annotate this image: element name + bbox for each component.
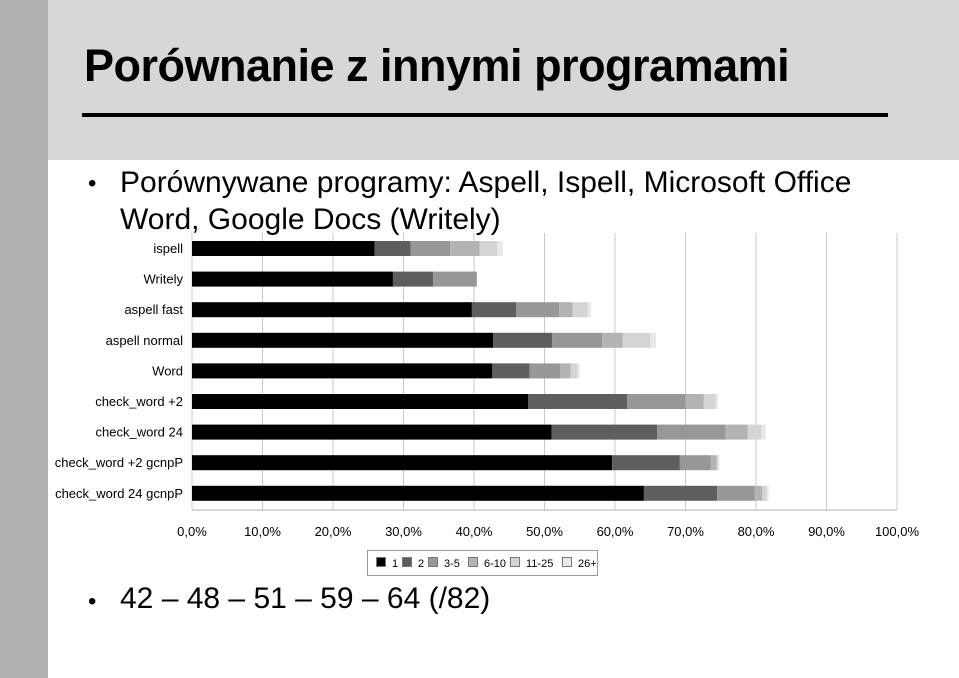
bar-segment-1	[192, 241, 375, 256]
bar-segment-26+	[715, 394, 718, 409]
legend-label: 2	[418, 558, 425, 570]
x-tick-label: 90,0%	[808, 524, 845, 539]
bar-segment-2	[643, 485, 718, 501]
bar-segment-1	[192, 394, 529, 409]
bar-segment-1	[192, 455, 613, 471]
title-underline	[82, 113, 888, 117]
bar-segment-3-5	[717, 485, 755, 501]
category-label: check_word 24	[96, 425, 183, 440]
legend-swatch	[468, 557, 478, 567]
legend-item-26+: 26+	[562, 557, 597, 571]
x-tick-label: 70,0%	[667, 524, 704, 539]
bullet-dot: •	[88, 588, 97, 615]
x-tick-label: 40,0%	[456, 524, 493, 539]
legend-item-11-25: 11-25	[510, 557, 553, 571]
x-tick-label: 20,0%	[315, 524, 352, 539]
category-label: check_word 24 gcnpP	[55, 486, 183, 501]
bar-segment-2	[374, 241, 411, 256]
x-tick-label: 30,0%	[385, 524, 422, 539]
legend-label: 1	[392, 558, 399, 570]
bar-segment-2	[551, 424, 658, 440]
bar-segment-6-10	[450, 241, 480, 256]
x-tick-label: 100,0%	[875, 524, 920, 539]
bar-segment-6-10	[602, 332, 623, 348]
legend-label: 26+	[578, 558, 597, 570]
bar-segment-1	[192, 271, 393, 287]
bar-segment-1	[192, 363, 493, 379]
legend-swatch	[510, 557, 520, 567]
x-tick-label: 80,0%	[738, 524, 775, 539]
bar-segment-3-5	[516, 302, 560, 318]
legend-swatch	[428, 557, 438, 567]
legend-item-6-10: 6-10	[468, 557, 506, 571]
legend-label: 3-5	[444, 558, 460, 570]
bar-segment-1	[192, 485, 644, 501]
side-strip	[0, 0, 48, 678]
bar-segment-2	[392, 271, 434, 287]
bar-segment-1	[192, 302, 472, 318]
bar-segment-3-5	[657, 424, 726, 440]
legend-label: 6-10	[484, 558, 507, 570]
bar-segment-3-5	[410, 241, 451, 256]
bar-segment-6-10	[725, 424, 748, 440]
bar-segment-6-10	[685, 394, 704, 409]
bar-segment-11-25	[622, 332, 651, 348]
x-tick-label: 60,0%	[597, 524, 634, 539]
bar-segment-6-10	[710, 455, 717, 471]
category-label: Writely	[144, 272, 184, 287]
legend-item-2: 2	[402, 557, 424, 571]
bar-segment-26+	[497, 241, 503, 256]
bar-segment-3-5	[679, 455, 711, 471]
bar-segment-2	[528, 394, 627, 409]
bullet-compared-programs: Porównywane programy: Aspell, Ispell, Mi…	[120, 166, 852, 236]
bullet-results: 42 – 48 – 51 – 59 – 64 (/82)	[120, 582, 491, 615]
x-tick-label: 10,0%	[244, 524, 281, 539]
bar-segment-26+	[650, 332, 656, 348]
bar-segment-1	[192, 332, 494, 348]
bar-segment-3-5	[529, 363, 561, 379]
bar-segment-6-10	[560, 363, 571, 379]
bar-segment-26+	[587, 302, 592, 318]
bar-segment-3-5	[626, 394, 686, 409]
bar-segment-26+	[577, 363, 580, 379]
x-tick-label: 50,0%	[526, 524, 563, 539]
legend-swatch	[402, 557, 412, 567]
legend-swatch	[376, 557, 386, 567]
slide-title: Porównanie z innymi programami	[84, 40, 790, 91]
bar-segment-3-5	[552, 332, 603, 348]
bar-segment-11-25	[570, 363, 578, 379]
legend-item-1: 1	[376, 557, 398, 571]
bar-segment-2	[492, 363, 530, 379]
legend-label: 11-25	[526, 558, 554, 570]
bar-segment-11-25	[747, 424, 762, 440]
bullet-dot: •	[88, 170, 97, 197]
category-label: ispell	[153, 241, 183, 256]
header-band	[0, 0, 959, 160]
bar-segment-2	[471, 302, 517, 318]
bar-segment-11-25	[703, 394, 716, 409]
bar-segment-11-25	[572, 302, 588, 318]
bar-segment-3-5	[433, 271, 477, 287]
bar-segment-11-25	[716, 455, 718, 471]
bar-segment-11-25	[762, 485, 767, 501]
bar-segment-6-10	[754, 485, 763, 501]
bar-segment-26+	[766, 485, 769, 501]
legend-item-3-5: 3-5	[428, 557, 460, 571]
x-tick-label: 0,0%	[177, 524, 207, 539]
category-label: check_word +2	[95, 394, 183, 409]
chart-legend: 1 2 3-5 6-10 11-25 26+	[367, 550, 598, 576]
bar-segment-26+	[761, 424, 766, 440]
bar-segment-1	[192, 424, 552, 440]
category-label: Word	[152, 363, 183, 378]
category-label: aspell fast	[124, 302, 183, 317]
bar-segment-2	[612, 455, 680, 471]
bar-segment-26+	[717, 455, 720, 471]
category-label: check_word +2 gcnpP	[55, 455, 183, 470]
bar-segment-6-10	[559, 302, 573, 318]
bar-segment-2	[493, 332, 553, 348]
legend-swatch	[562, 557, 572, 567]
bar-segment-11-25	[479, 241, 498, 256]
category-label: aspell normal	[106, 333, 183, 348]
